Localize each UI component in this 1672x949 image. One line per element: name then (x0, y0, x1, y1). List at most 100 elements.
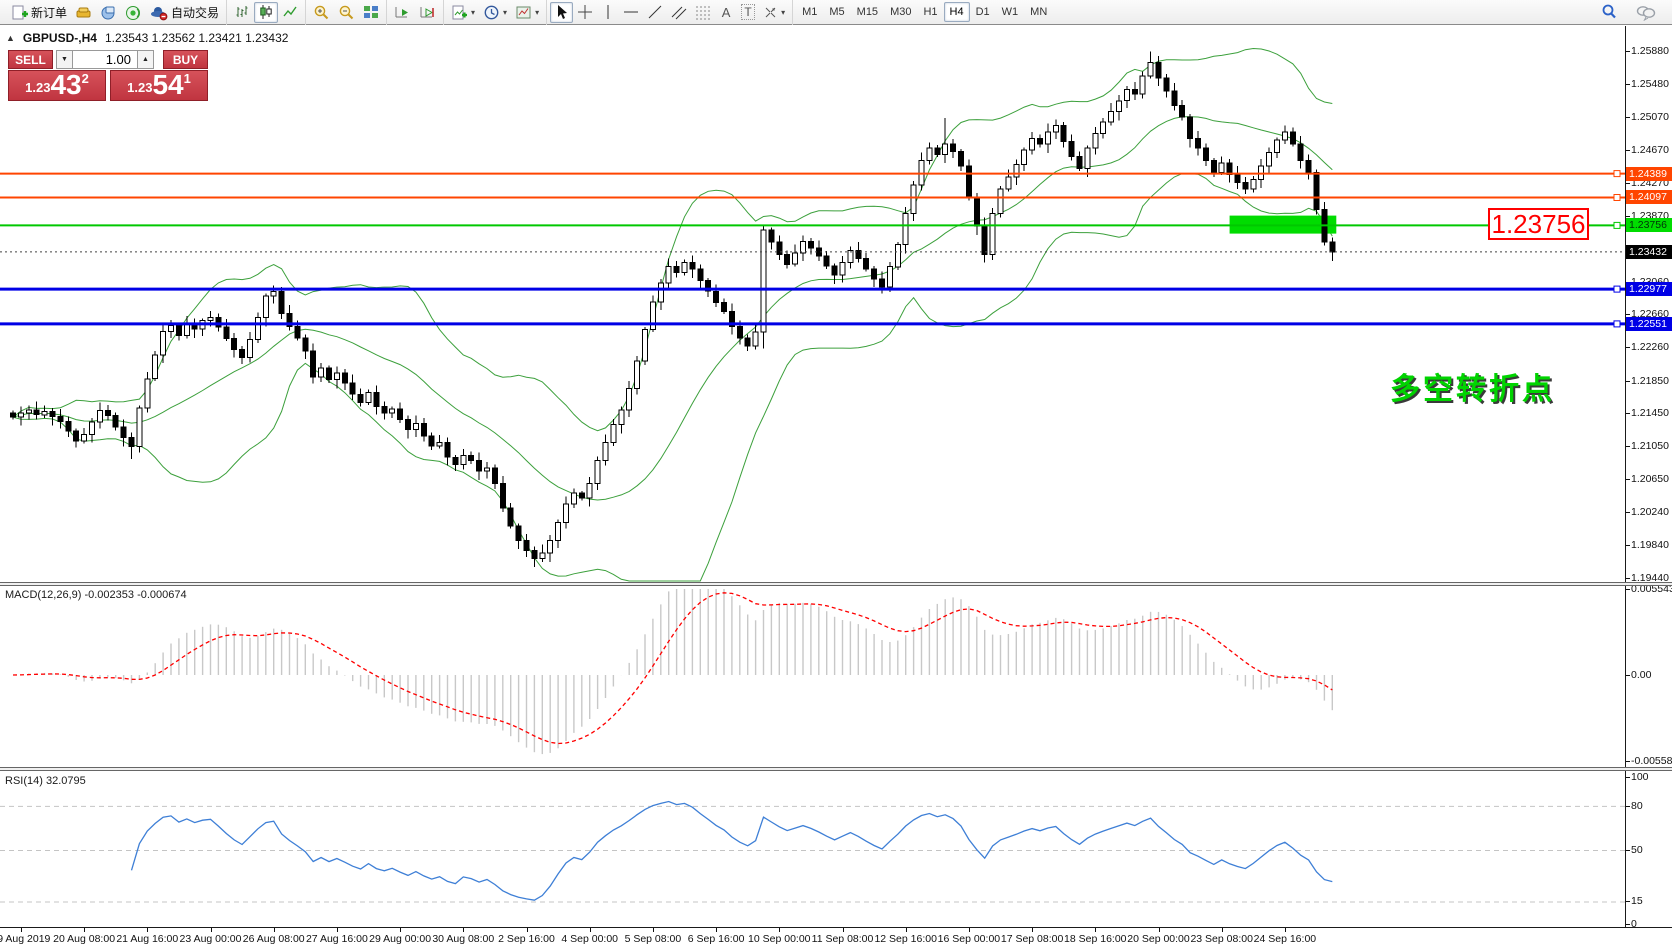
timeframe-button-w1[interactable]: W1 (1001, 6, 1019, 18)
buy-price-display[interactable]: 1.23 54 1 (110, 70, 208, 101)
price-tickmark (1626, 182, 1630, 184)
tile-windows-button[interactable] (359, 2, 383, 23)
volume-input[interactable] (73, 50, 137, 69)
time-tickmark (968, 928, 970, 932)
arrow-shapes-icon (763, 5, 778, 20)
macd-histogram (20, 589, 1334, 755)
arrows-dropdown-caret: ▾ (781, 7, 786, 17)
channel-button[interactable] (667, 2, 691, 23)
toolbar-group-inserts: ▾ ▾ ▾ (443, 0, 546, 25)
zoom-out-icon (338, 4, 355, 21)
price-tag-1.22551: 1.22551 (1626, 316, 1672, 331)
label-tool-icon: T (741, 4, 755, 20)
candlestick-chart-button[interactable] (254, 1, 279, 23)
timeframe-button-h1[interactable]: H1 (923, 6, 938, 18)
zoom-out-button[interactable] (334, 2, 359, 23)
price-tickmark (1626, 83, 1630, 85)
new-order-button[interactable]: 新订单 (7, 2, 71, 23)
timeframe-button-m15[interactable]: M15 (856, 6, 879, 18)
time-tickmark (589, 928, 591, 932)
chinese-note-label[interactable]: 多空转折点 (1390, 373, 1555, 406)
text-button[interactable]: A (715, 2, 737, 23)
auto-trading-hat-icon (150, 4, 168, 21)
macd-indicator-label: MACD(12,26,9) -0.002353 -0.000674 (5, 589, 187, 601)
rsi-tick-label: 0 (1631, 917, 1637, 930)
price-tickmark (1626, 478, 1630, 480)
hline-handle-1.22551 (1613, 320, 1621, 328)
time-tick-label: 11 Sep 08:00 (811, 933, 874, 945)
price-tick-label: 1.19440 (1631, 571, 1669, 584)
signals-button[interactable] (121, 2, 146, 23)
trendline-button[interactable] (643, 2, 667, 23)
price-tickmark (1626, 380, 1630, 382)
timeframe-button-mn[interactable]: MN (1030, 6, 1048, 18)
template-icon (515, 4, 532, 21)
timeframe-button-d1[interactable]: D1 (975, 6, 990, 18)
collapse-arrow-icon[interactable]: ▲ (6, 33, 15, 43)
price-callout-label[interactable]: 1.23756 (1488, 208, 1589, 240)
auto-trading-button[interactable]: 自动交易 (146, 2, 223, 23)
new-order-icon (11, 4, 28, 21)
community-chat-button[interactable] (1632, 2, 1660, 23)
macd-panel-splitter[interactable] (0, 582, 1672, 586)
macd-tick-label: -0.005583 (1631, 755, 1672, 768)
rsi-panel-splitter[interactable] (0, 767, 1672, 771)
sell-button[interactable]: SELL (8, 50, 53, 69)
chart-shift-icon (419, 4, 436, 20)
horizontal-line-button[interactable] (619, 2, 643, 23)
crosshair-button[interactable] (573, 2, 597, 23)
timeframe-button-m1[interactable]: M1 (802, 6, 818, 18)
timeframe-button-h4[interactable]: H4 (943, 2, 970, 22)
vertical-line-button[interactable] (597, 2, 619, 23)
templates-button[interactable]: ▾ (511, 2, 543, 23)
time-tick-label: 17 Sep 08:00 (1000, 933, 1064, 945)
time-tick-label: 12 Sep 16:00 (874, 933, 937, 945)
price-tickmark (1626, 51, 1630, 53)
buy-price-big: 54 (152, 69, 184, 100)
time-tickmark (84, 928, 86, 932)
market-watch-button[interactable] (71, 2, 96, 23)
rsi-tickmark (1626, 776, 1630, 778)
hline-handle-1.24097 (1613, 194, 1621, 201)
chart-shift-button[interactable] (415, 2, 440, 23)
price-axis[interactable]: 1.25880 1.25480 1.25070 1.24670 1.24270 1.238… (1625, 26, 1672, 930)
buy-price-small: 1.23 (127, 80, 153, 95)
sell-price-big: 43 (50, 69, 82, 100)
buy-button[interactable]: BUY (163, 50, 208, 69)
zoom-in-button[interactable] (309, 2, 334, 23)
auto-scroll-button[interactable] (390, 2, 415, 23)
indicators-icon (451, 4, 468, 21)
timeframe-button-m30[interactable]: M30 (890, 6, 912, 18)
time-tickmark (210, 928, 212, 932)
fibonacci-button[interactable] (691, 2, 715, 23)
templates-dropdown-caret: ▾ (535, 7, 540, 17)
data-center-button[interactable] (96, 2, 121, 23)
timeframe-button-m5[interactable]: M5 (829, 6, 845, 18)
rsi-tick-label: 15 (1631, 895, 1643, 908)
bollinger-middle-band (12, 116, 1333, 501)
toolbar-group-chart-type (226, 0, 305, 25)
arrows-button[interactable]: ▾ (759, 2, 789, 23)
volume-decrease-button[interactable]: ▼ (56, 50, 73, 69)
time-tick-label: 18 Sep 16:00 (1064, 933, 1127, 945)
line-chart-button[interactable] (278, 2, 302, 23)
rsi-tickmark (1626, 923, 1630, 925)
bar-chart-button[interactable] (230, 2, 254, 23)
sell-price-display[interactable]: 1.23 43 2 (8, 70, 106, 101)
price-tick-label: 1.24670 (1631, 144, 1669, 157)
text-label-button[interactable]: T (737, 2, 759, 23)
cursor-button[interactable] (550, 1, 574, 23)
indicators-button[interactable]: ▾ (447, 2, 479, 23)
periods-button[interactable]: ▾ (479, 2, 511, 23)
price-tick-label: 1.21850 (1631, 374, 1669, 387)
equidistant-channel-icon (671, 4, 687, 20)
time-tickmark (842, 928, 844, 932)
one-click-trading-panel: SELL ▼ ▲ BUY 1.23 43 2 1.23 54 1 (8, 50, 208, 101)
search-button[interactable] (1596, 2, 1622, 23)
time-tickmark (1032, 928, 1034, 932)
vertical-line-icon (603, 4, 613, 20)
candlestick-icon (258, 4, 274, 20)
volume-increase-button[interactable]: ▲ (137, 50, 154, 69)
